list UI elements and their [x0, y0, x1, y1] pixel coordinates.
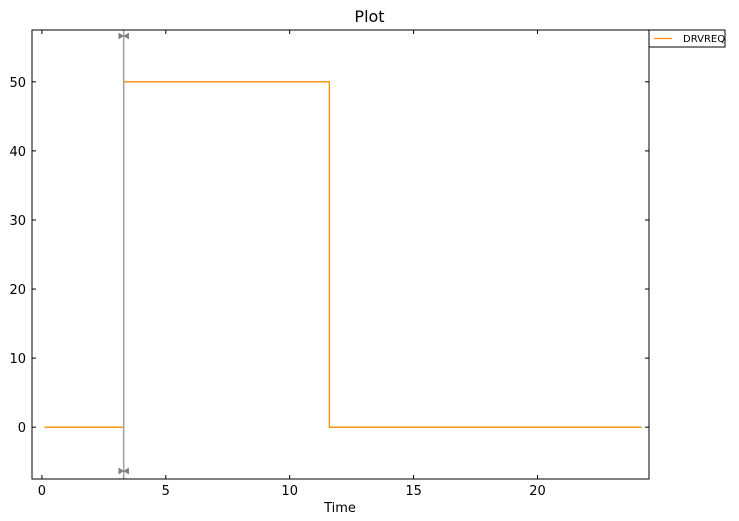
y-tick-label: 50 [9, 76, 26, 91]
series-line-drvreq [44, 81, 642, 428]
legend-label-drvreq: DRVREQ [683, 34, 725, 45]
x-tick-label: 15 [405, 484, 422, 499]
x-tick-label: 10 [281, 484, 298, 499]
plot-frame [31, 29, 650, 480]
x-tick-label: 0 [38, 484, 46, 499]
y-tick-label: 0 [18, 421, 26, 436]
legend[interactable]: DRVREQ [648, 29, 726, 48]
y-tick-label: 20 [9, 283, 26, 298]
y-tick-label: 30 [9, 214, 26, 229]
cursor-layer [118, 30, 129, 479]
x-tick-label: 5 [162, 484, 170, 499]
series-layer [44, 81, 642, 428]
cursor-handle-top[interactable] [118, 32, 129, 40]
y-axis: 0 10 20 30 40 50 [9, 76, 649, 436]
y-tick-label: 10 [9, 352, 26, 367]
cursor-handle-bottom[interactable] [118, 467, 129, 475]
legend-box [648, 29, 726, 48]
x-tick-label: 20 [529, 484, 546, 499]
x-axis-label: Time [323, 501, 356, 516]
chart-title: Plot [354, 7, 384, 26]
x-axis: 0 5 10 15 20 [38, 30, 546, 499]
y-tick-label: 40 [9, 145, 26, 160]
